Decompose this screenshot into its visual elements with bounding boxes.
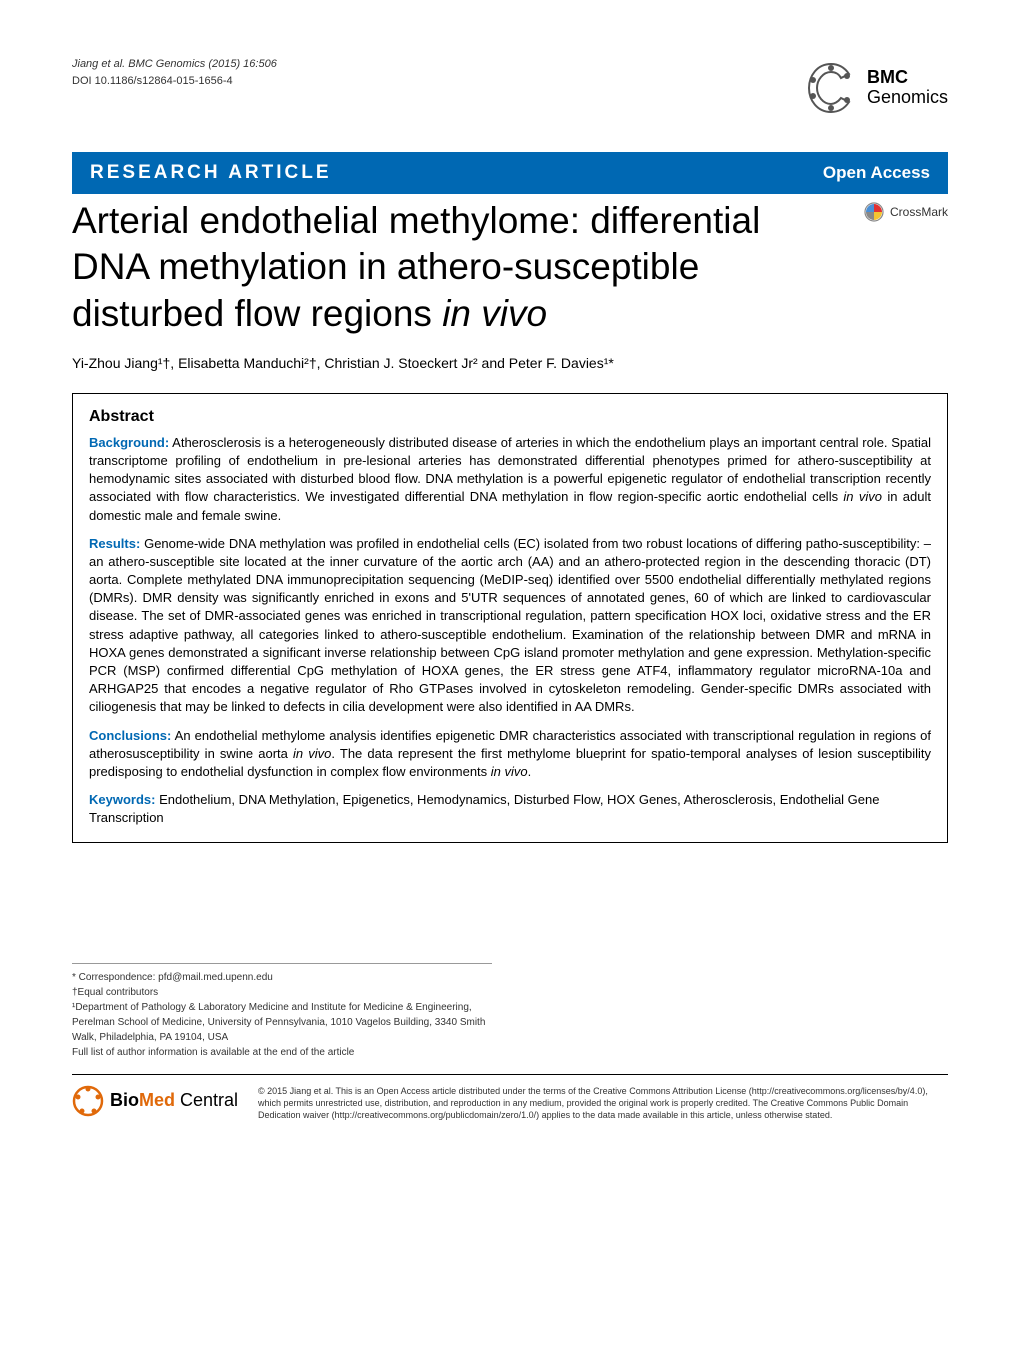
crossmark-badge[interactable]: CrossMark xyxy=(864,202,948,222)
article-type-label: RESEARCH ARTICLE xyxy=(90,162,332,184)
biomed-logo: BioMed Central xyxy=(72,1085,238,1117)
equal-contributors-line: †Equal contributors xyxy=(72,985,492,1000)
title-line3-prefix: disturbed flow regions xyxy=(72,293,442,334)
keywords-label: Keywords: xyxy=(89,792,155,807)
journal-prefix: BMC xyxy=(867,68,948,88)
authors-line: Yi-Zhou Jiang¹†, Elisabetta Manduchi²†, … xyxy=(72,355,948,371)
results-label: Results: xyxy=(89,536,140,551)
article-title: Arterial endothelial methylome: differen… xyxy=(72,198,948,337)
background-italic1: in vivo xyxy=(843,489,882,504)
abstract-results: Results: Genome-wide DNA methylation was… xyxy=(89,535,931,717)
article-type-banner: RESEARCH ARTICLE Open Access xyxy=(72,152,948,194)
citation-line: Jiang et al. BMC Genomics (2015) 16:506 xyxy=(72,58,277,70)
results-text: Genome-wide DNA methylation was profiled… xyxy=(89,536,931,715)
abstract-background: Background: Atherosclerosis is a heterog… xyxy=(89,434,931,525)
journal-logo-text: BMC Genomics xyxy=(867,68,948,108)
biomed-logo-text: BioMed Central xyxy=(110,1090,238,1111)
affiliation-line: ¹Department of Pathology & Laboratory Me… xyxy=(72,1000,492,1045)
header-row: Jiang et al. BMC Genomics (2015) 16:506 … xyxy=(72,56,948,120)
abstract-heading: Abstract xyxy=(89,408,931,426)
open-access-label: Open Access xyxy=(823,163,930,183)
biomed-central: Central xyxy=(175,1090,238,1110)
crossmark-icon xyxy=(864,202,884,222)
citation-block: Jiang et al. BMC Genomics (2015) 16:506 … xyxy=(72,56,277,89)
title-line2: DNA methylation in athero-susceptible xyxy=(72,246,699,287)
biomed-logo-icon xyxy=(72,1085,104,1117)
conclusions-text3: . xyxy=(528,764,532,779)
journal-logo: BMC Genomics xyxy=(799,56,948,120)
keywords-text: Endothelium, DNA Methylation, Epigenetic… xyxy=(89,792,879,825)
fulllist-line: Full list of author information is avail… xyxy=(72,1045,492,1060)
background-label: Background: xyxy=(89,435,169,450)
doi-line: DOI 10.1186/s12864-015-1656-4 xyxy=(72,73,277,90)
bmc-logo-icon xyxy=(799,56,863,120)
license-text: © 2015 Jiang et al. This is an Open Acce… xyxy=(258,1085,948,1121)
footer-bar: BioMed Central © 2015 Jiang et al. This … xyxy=(72,1074,948,1121)
footnotes-block: * Correspondence: pfd@mail.med.upenn.edu… xyxy=(72,963,492,1060)
crossmark-label: CrossMark xyxy=(890,205,948,219)
title-line3-italic: in vivo xyxy=(442,293,547,334)
title-line1: Arterial endothelial methylome: differen… xyxy=(72,200,760,241)
abstract-conclusions: Conclusions: An endothelial methylome an… xyxy=(89,727,931,782)
conclusions-italic2: in vivo xyxy=(491,764,528,779)
background-text1: Atherosclerosis is a heterogeneously dis… xyxy=(89,435,931,505)
conclusions-italic1: in vivo xyxy=(293,746,331,761)
abstract-keywords: Keywords: Endothelium, DNA Methylation, … xyxy=(89,791,931,827)
conclusions-label: Conclusions: xyxy=(89,728,171,743)
biomed-bio: Bio xyxy=(110,1090,139,1110)
journal-name: Genomics xyxy=(867,88,948,108)
abstract-box: Abstract Background: Atherosclerosis is … xyxy=(72,393,948,843)
biomed-med: Med xyxy=(139,1090,175,1110)
correspondence-line: * Correspondence: pfd@mail.med.upenn.edu xyxy=(72,970,492,985)
